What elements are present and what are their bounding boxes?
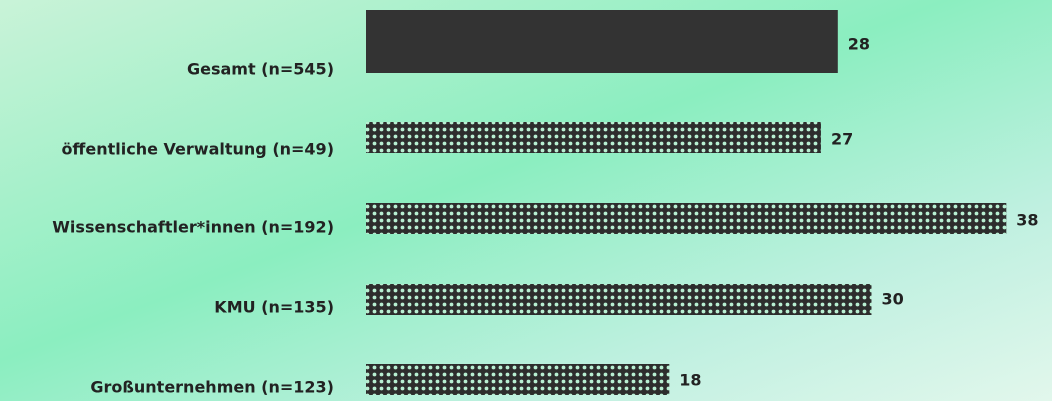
value-label: 18: [679, 371, 701, 390]
value-label: 38: [1016, 211, 1038, 230]
bar: [366, 284, 872, 315]
category-label: KMU (n=135): [214, 298, 334, 317]
bar: [366, 10, 838, 73]
bar: [366, 364, 670, 395]
value-label: 28: [848, 35, 870, 54]
category-label: Wissenschaftler*innen (n=192): [52, 218, 334, 237]
value-label: 30: [882, 290, 904, 309]
bar: [366, 122, 821, 153]
category-label: öffentliche Verwaltung (n=49): [61, 140, 334, 159]
bar: [366, 203, 1007, 234]
value-label: 27: [831, 130, 853, 149]
category-label: Gesamt (n=545): [187, 60, 334, 79]
category-label: Großunternehmen (n=123): [90, 378, 334, 397]
